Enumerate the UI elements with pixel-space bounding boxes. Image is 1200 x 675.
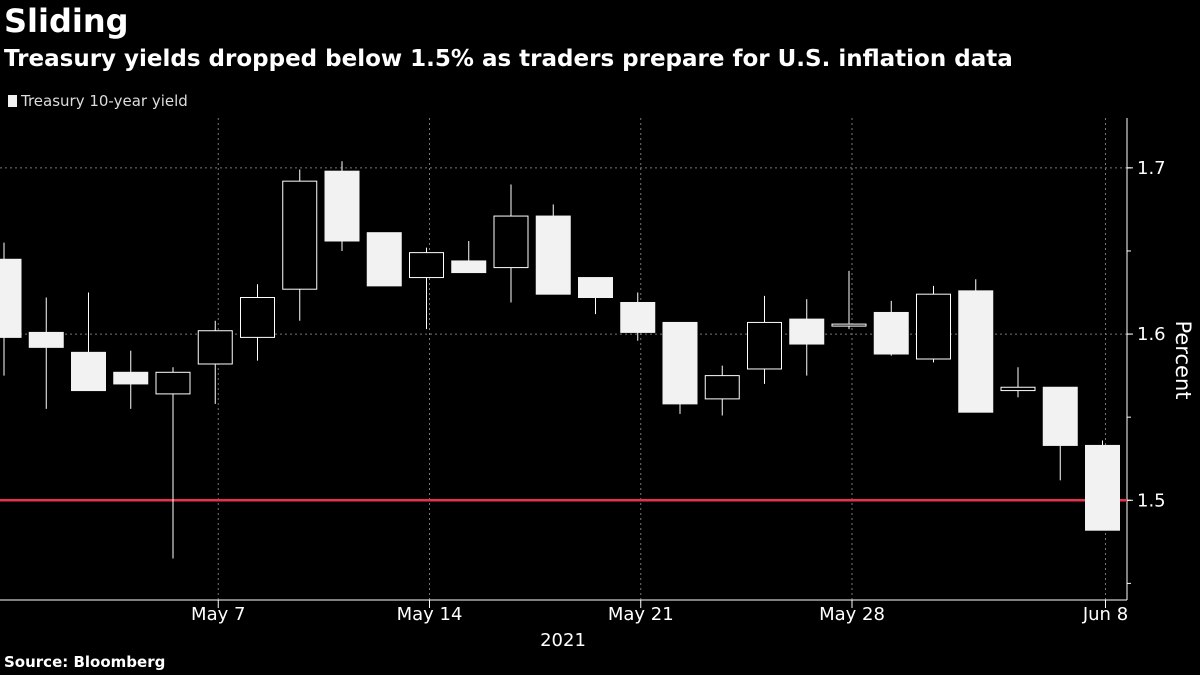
candle-body-down: [71, 351, 106, 392]
candle-body-up: [747, 321, 782, 370]
candle-body-down: [113, 371, 149, 385]
candle: [916, 285, 951, 363]
candle: [1000, 367, 1036, 398]
candle: [366, 232, 402, 287]
candle-body-down: [1042, 386, 1078, 446]
candle: [155, 367, 191, 559]
candle-body-down: [366, 232, 402, 287]
candle-body-down: [324, 170, 360, 242]
y-axis-title: Percent: [1171, 320, 1195, 399]
x-tick-label: May 14: [397, 604, 463, 625]
legend-swatch: [8, 95, 17, 107]
chart-subtitle: Treasury yields dropped below 1.5% as tr…: [4, 46, 1013, 72]
candle: [324, 161, 360, 251]
candle-body-up: [1000, 386, 1036, 392]
candle-body-up: [916, 293, 951, 360]
candle-body-down: [620, 301, 656, 333]
candle: [958, 279, 994, 413]
candle: [704, 365, 740, 416]
y-tick-label: 1.7: [1137, 158, 1166, 179]
candle-body-up: [831, 323, 867, 327]
candle: [0, 242, 22, 376]
candle: [28, 297, 64, 409]
candle: [620, 292, 656, 341]
candle: [831, 270, 867, 330]
candle-body-up: [155, 371, 191, 395]
x-tick-label: Jun 8: [1082, 604, 1128, 625]
candle-body-up: [493, 215, 529, 269]
legend-label: Treasury 10-year yield: [21, 92, 188, 110]
grid-layer: [0, 118, 1127, 600]
candle-body-down: [662, 321, 698, 405]
candle-body-down: [535, 215, 571, 295]
axis-layer: 1.5 1.6 1.7 May 7 May 14 May 21 May 28 Jun 8: [0, 118, 1166, 625]
candle-body-down: [958, 290, 994, 413]
candle: [113, 350, 149, 409]
candle-body-up: [282, 180, 318, 290]
candle: [578, 277, 613, 315]
candle-body-down: [28, 331, 64, 348]
x-tick-label: May 21: [608, 604, 674, 625]
y-tick-label: 1.5: [1137, 490, 1166, 511]
candle-body-up: [704, 375, 740, 400]
candle-body-down: [789, 318, 825, 345]
x-tick-label: May 7: [191, 604, 245, 625]
year-label: 2021: [540, 630, 586, 651]
candle: [535, 204, 571, 295]
candle-body-up: [409, 252, 444, 279]
candle-body-up: [240, 297, 275, 338]
candle-body-down: [451, 260, 487, 274]
candle: [789, 299, 825, 376]
candle: [409, 247, 444, 330]
candle-body-down: [578, 277, 613, 299]
candle-body-down: [0, 258, 22, 338]
candle: [451, 240, 487, 274]
candle-body-down: [1085, 444, 1120, 531]
candle: [747, 295, 782, 384]
candle: [282, 169, 318, 321]
candle: [1042, 386, 1078, 481]
y-tick-label: 1.6: [1137, 324, 1166, 345]
candle: [240, 284, 275, 361]
x-tick-label: May 28: [819, 604, 885, 625]
legend: Treasury 10-year yield: [8, 92, 188, 110]
candle-body-down: [873, 311, 909, 355]
candle-layer: [0, 161, 1120, 559]
candle: [873, 300, 909, 356]
candle: [493, 184, 529, 303]
candle: [662, 321, 698, 414]
source-note: Source: Bloomberg: [4, 653, 166, 671]
candle: [197, 320, 233, 404]
candle: [71, 292, 106, 392]
candle-body-up: [197, 330, 233, 365]
chart-title: Sliding: [4, 2, 129, 40]
candle: [1085, 440, 1120, 531]
